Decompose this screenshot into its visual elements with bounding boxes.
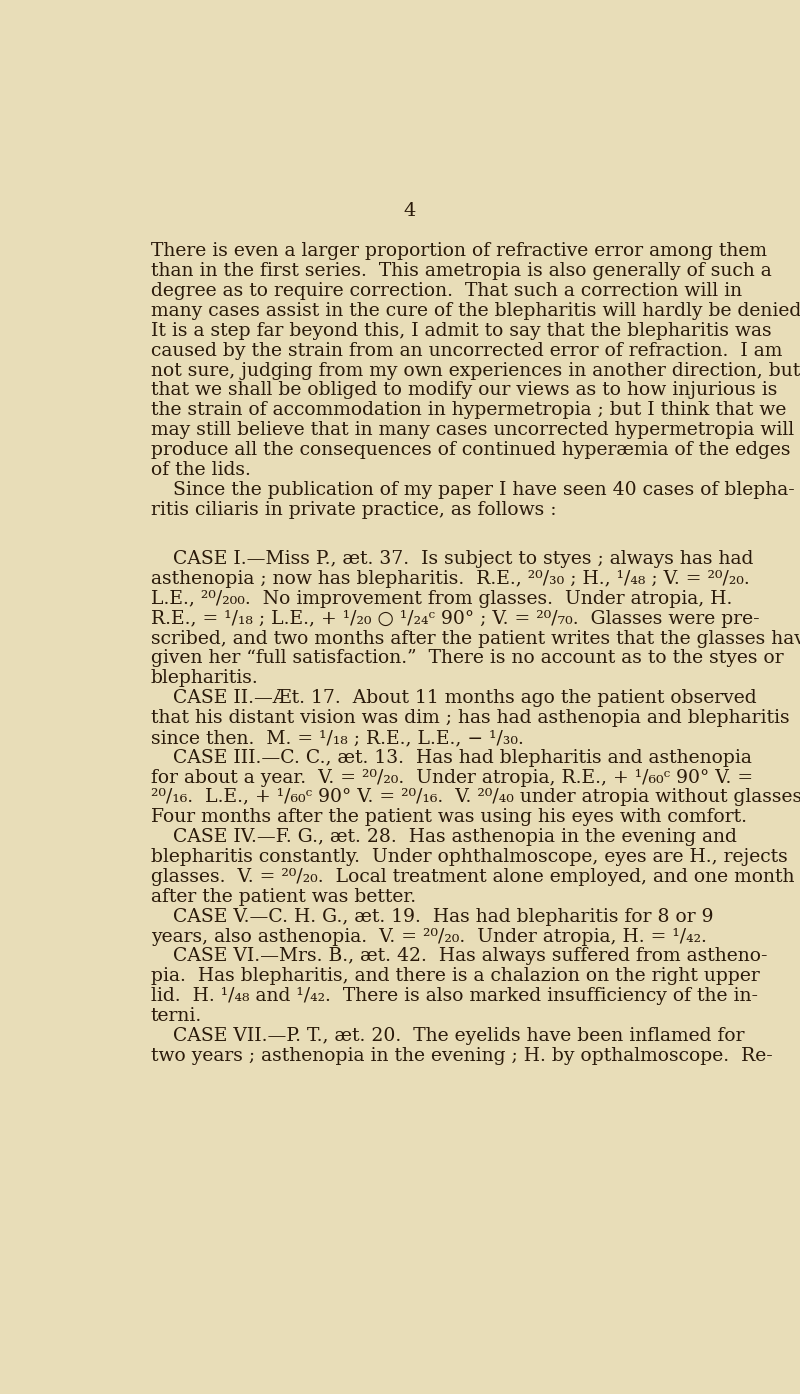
Text: 4: 4 <box>404 202 416 220</box>
Text: ²⁰/₁₆.  L.E., + ¹/₆₀ᶜ 90° V. = ²⁰/₁₆.  V. ²⁰/₄₀ under atropia without glasses.: ²⁰/₁₆. L.E., + ¹/₆₀ᶜ 90° V. = ²⁰/₁₆. V. … <box>151 789 800 807</box>
Text: L.E., ²⁰/₂₀₀.  No improvement from glasses.  Under atropia, H.: L.E., ²⁰/₂₀₀. No improvement from glasse… <box>151 590 732 608</box>
Text: two years ; asthenopia in the evening ; H. by opthalmoscope.  Re-: two years ; asthenopia in the evening ; … <box>151 1047 773 1065</box>
Text: of the lids.: of the lids. <box>151 461 250 480</box>
Text: blepharitis.: blepharitis. <box>151 669 258 687</box>
Text: that his distant vision was dim ; has had asthenopia and blepharitis: that his distant vision was dim ; has ha… <box>151 710 790 728</box>
Text: CASE VI.—Mrs. B., æt. 42.  Has always suffered from astheno-: CASE VI.—Mrs. B., æt. 42. Has always suf… <box>173 948 768 966</box>
Text: CASE II.—Æt. 17.  About 11 months ago the patient observed: CASE II.—Æt. 17. About 11 months ago the… <box>173 689 757 707</box>
Text: lid.  H. ¹/₄₈ and ¹/₄₂.  There is also marked insufficiency of the in-: lid. H. ¹/₄₈ and ¹/₄₂. There is also mar… <box>151 987 758 1005</box>
Text: glasses.  V. = ²⁰/₂₀.  Local treatment alone employed, and one month: glasses. V. = ²⁰/₂₀. Local treatment alo… <box>151 868 794 887</box>
Text: blepharitis constantly.  Under ophthalmoscope, eyes are H., rejects: blepharitis constantly. Under ophthalmos… <box>151 848 787 866</box>
Text: scribed, and two months after the patient writes that the glasses have: scribed, and two months after the patien… <box>151 630 800 648</box>
Text: years, also asthenopia.  V. = ²⁰/₂₀.  Under atropia, H. = ¹/₄₂.: years, also asthenopia. V. = ²⁰/₂₀. Unde… <box>151 927 706 945</box>
Text: ritis ciliaris in private practice, as follows :: ritis ciliaris in private practice, as f… <box>151 500 556 519</box>
Text: for about a year.  V. = ²⁰/₂₀.  Under atropia, R.E., + ¹/₆₀ᶜ 90° V. =: for about a year. V. = ²⁰/₂₀. Under atro… <box>151 768 753 786</box>
Text: the strain of accommodation in hypermetropia ; but I think that we: the strain of accommodation in hypermetr… <box>151 401 786 420</box>
Text: since then.  M. = ¹/₁₈ ; R.E., L.E., − ¹/₃₀.: since then. M. = ¹/₁₈ ; R.E., L.E., − ¹/… <box>151 729 524 747</box>
Text: terni.: terni. <box>151 1006 202 1025</box>
Text: pia.  Has blepharitis, and there is a chalazion on the right upper: pia. Has blepharitis, and there is a cha… <box>151 967 759 986</box>
Text: Since the publication of my paper I have seen 40 cases of blepha-: Since the publication of my paper I have… <box>173 481 795 499</box>
Text: produce all the consequences of continued hyperæmia of the edges: produce all the consequences of continue… <box>151 441 790 459</box>
Text: may still believe that in many cases uncorrected hypermetropia will: may still believe that in many cases unc… <box>151 421 794 439</box>
Text: CASE V.—C. H. G., æt. 19.  Has had blepharitis for 8 or 9: CASE V.—C. H. G., æt. 19. Has had blepha… <box>173 907 714 926</box>
Text: It is a step far beyond this, I admit to say that the blepharitis was: It is a step far beyond this, I admit to… <box>151 322 771 340</box>
Text: R.E., = ¹/₁₈ ; L.E., + ¹/₂₀ ○ ¹/₂₄ᶜ 90° ; V. = ²⁰/₇₀.  Glasses were pre-: R.E., = ¹/₁₈ ; L.E., + ¹/₂₀ ○ ¹/₂₄ᶜ 90° … <box>151 609 759 627</box>
Text: than in the first series.  This ametropia is also generally of such a: than in the first series. This ametropia… <box>151 262 771 280</box>
Text: Four months after the patient was using his eyes with comfort.: Four months after the patient was using … <box>151 809 747 827</box>
Text: after the patient was better.: after the patient was better. <box>151 888 416 906</box>
Text: CASE III.—C. C., æt. 13.  Has had blepharitis and asthenopia: CASE III.—C. C., æt. 13. Has had blephar… <box>173 749 752 767</box>
Text: given her “full satisfaction.”  There is no account as to the styes or: given her “full satisfaction.” There is … <box>151 650 783 668</box>
Text: not sure, judging from my own experiences in another direction, but: not sure, judging from my own experience… <box>151 361 800 379</box>
Text: There is even a larger proportion of refractive error among them: There is even a larger proportion of ref… <box>151 243 767 261</box>
Text: asthenopia ; now has blepharitis.  R.E., ²⁰/₃₀ ; H., ¹/₄₈ ; V. = ²⁰/₂₀.: asthenopia ; now has blepharitis. R.E., … <box>151 570 750 588</box>
Text: caused by the strain from an uncorrected error of refraction.  I am: caused by the strain from an uncorrected… <box>151 342 782 360</box>
Text: CASE I.—Miss P., æt. 37.  Is subject to styes ; always has had: CASE I.—Miss P., æt. 37. Is subject to s… <box>173 551 754 569</box>
Text: CASE VII.—P. T., æt. 20.  The eyelids have been inflamed for: CASE VII.—P. T., æt. 20. The eyelids hav… <box>173 1027 745 1044</box>
Text: CASE IV.—F. G., æt. 28.  Has asthenopia in the evening and: CASE IV.—F. G., æt. 28. Has asthenopia i… <box>173 828 737 846</box>
Text: degree as to require correction.  That such a correction will in: degree as to require correction. That su… <box>151 282 742 300</box>
Text: that we shall be obliged to modify our views as to how injurious is: that we shall be obliged to modify our v… <box>151 382 778 400</box>
Text: many cases assist in the cure of the blepharitis will hardly be denied.: many cases assist in the cure of the ble… <box>151 302 800 321</box>
